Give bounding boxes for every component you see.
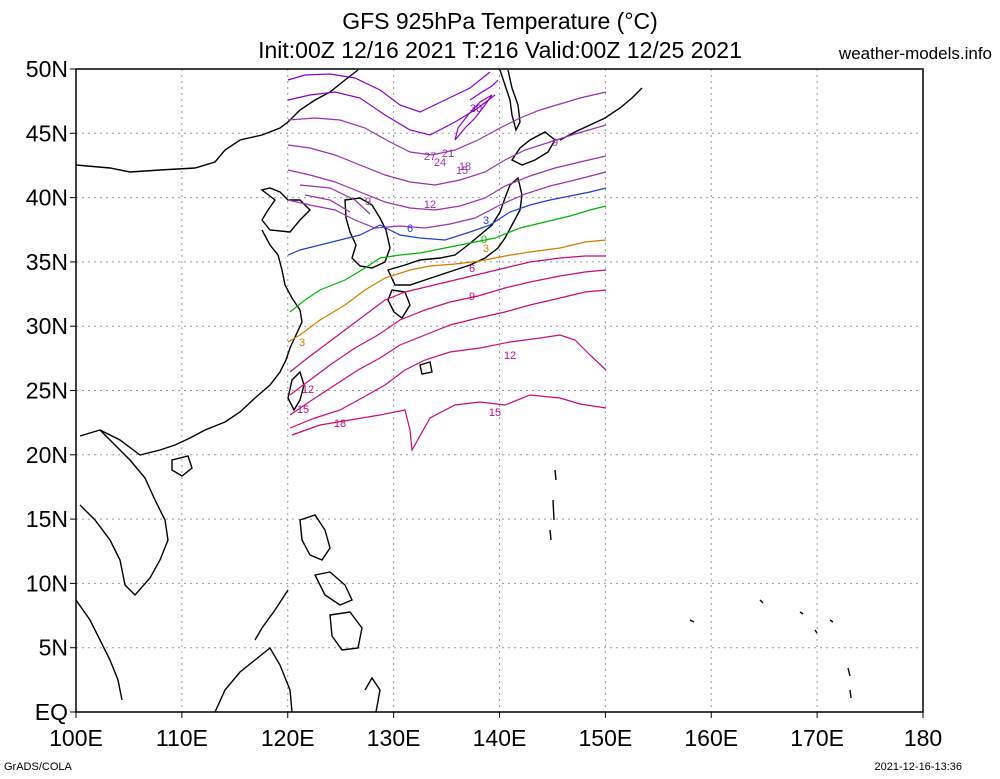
longitude-labels: 100E 110E 120E 130E 140E 150E 160E 170E 180 [49,712,942,751]
contour-label: 15 [297,404,309,416]
lat-label: 50N [26,56,68,82]
lon-label: 180 [904,725,942,751]
contour-label: 21 [442,148,454,160]
contour-label: 0 [481,234,487,246]
contour-label: 15 [489,407,501,419]
coastline-sakhalin [499,69,521,132]
contour-label: 12 [504,350,516,362]
latitude-labels: EQ 5N 10N 15N 20N 25N 30N 35N 40N 45N 50N [26,56,76,725]
contour-label: 27 [424,151,436,163]
timestamp: 2021-12-16-13:36 [874,761,962,773]
coastline-kuril-islands [559,87,643,141]
contour-label: 3 [299,337,305,349]
lat-label: 20N [26,442,68,468]
lat-label: 5N [39,635,68,661]
contour-warm [289,334,607,429]
lat-label: 10N [26,570,68,596]
lat-label: 30N [26,313,68,339]
contour-cold [287,91,496,136]
lat-label: 15N [26,506,68,532]
site-credit: weather-models.info [838,44,992,63]
contour-warm [289,289,607,416]
lat-label: 35N [26,249,68,275]
lon-label: 150E [579,725,633,751]
contour-cold-blob [454,94,493,141]
coastline-hainan [171,455,193,477]
contour-warm [291,394,607,452]
temperature-contours [287,71,607,452]
pacific-islands [419,361,852,699]
contour-label: 30 [470,103,482,115]
lat-label: 45N [26,120,68,146]
contour-label: 9 [469,291,475,303]
coastline-korea [344,197,391,269]
coastline-borneo [214,646,293,712]
lat-label: EQ [35,699,68,725]
contour-label: 18 [459,161,471,173]
contour-cold [287,155,607,211]
contour-label: 3 [483,243,489,255]
coastline-china-east [79,229,303,456]
contour-label: 9 [365,196,371,208]
coastline-china-north [76,69,359,173]
coastline-taiwan [287,370,305,412]
contour-label: 6 [407,223,413,235]
coastline-palawan [254,589,289,641]
contour-label: 12 [302,384,314,396]
title-line-1: GFS 925hPa Temperature (°C) [342,8,658,34]
contour-label: 24 [434,157,446,169]
contour-label: 15 [456,165,468,177]
contour-label: 3 [483,215,489,227]
contour-cold-blob [469,79,499,101]
lon-label: 160E [684,725,738,751]
contour-cold [287,71,491,113]
coastline-visayas [313,571,353,606]
coastline-bohai [260,187,311,233]
contour-warm [289,269,607,396]
lat-label: 40N [26,185,68,211]
lon-label: 170E [790,725,844,751]
coastline-sulawesi [364,676,381,712]
grads-credit: GrADS/COLA [4,761,72,773]
lon-label: 110E [156,725,208,751]
coastlines [76,69,852,712]
coastline-japan-hokkaido [510,131,556,166]
contour-warm [289,255,606,373]
title-line-2: Init:00Z 12/16 2021 T:216 Valid:00Z 12/2… [258,37,742,63]
map-grid [76,69,923,712]
contour-label: 6 [469,263,475,275]
lon-label: 100E [49,725,103,751]
contour-cold [287,124,607,186]
lon-label: 140E [473,725,527,751]
contour-cold [304,194,351,213]
contour-cold [287,171,607,229]
contour-label: 9 [552,137,558,149]
coastline-indochina [79,429,169,597]
lon-label: 120E [261,725,315,751]
contour-zero [289,205,607,313]
contour-cold [299,184,371,215]
coastline-mindanao [329,611,363,651]
contour-label: 18 [334,418,346,430]
lat-label: 25N [26,378,68,404]
contour-minus3 [287,187,607,256]
contour-plus3 [287,239,607,343]
contour-cold [287,91,607,156]
coastline-gulf-thailand [76,599,123,701]
lon-label: 130E [367,725,421,751]
contour-label: 12 [424,199,436,211]
coastline-luzon [299,514,331,561]
